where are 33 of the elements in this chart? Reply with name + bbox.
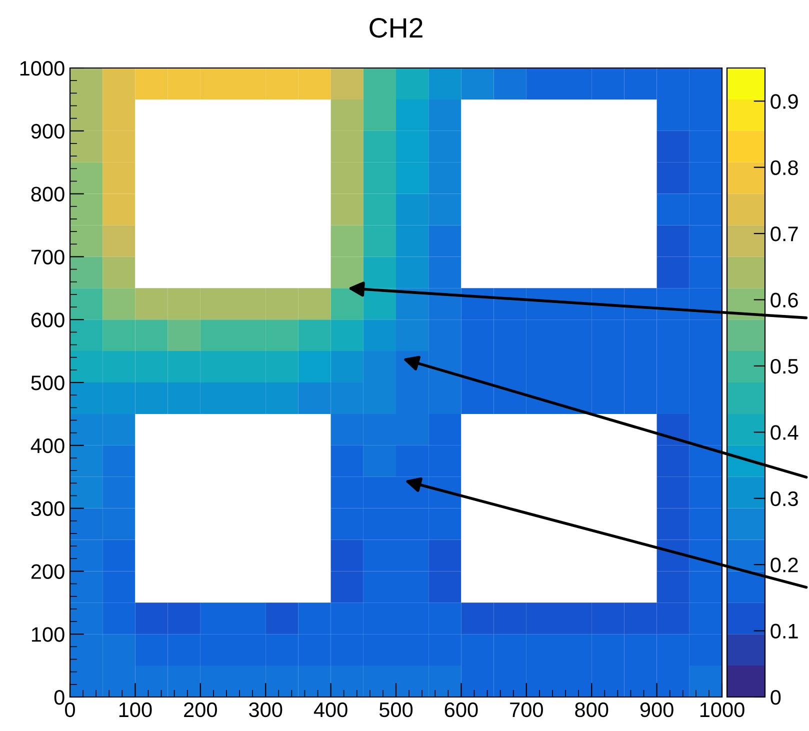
y-tick-label: 600 [31, 312, 64, 328]
color-bar-label: 0 [770, 690, 781, 705]
x-tick-label: 700 [510, 702, 543, 718]
chart-title: CH2 [370, 18, 422, 38]
y-tick-label: 400 [30, 438, 64, 454]
x-tick-label: 600 [444, 702, 478, 718]
x-tick-label: 1000 [700, 702, 744, 718]
y-tick-label: 800 [31, 186, 64, 202]
y-tick-label: 0 [54, 690, 64, 705]
y-tick-label: 1000 [20, 61, 64, 76]
y-tick-label: 200 [31, 564, 64, 579]
x-tick-label: 800 [575, 702, 608, 718]
y-tick-label: 500 [31, 376, 64, 390]
color-bar-label: 0.9 [770, 94, 798, 109]
x-tick-label: 900 [640, 702, 674, 718]
y-tick-label: 700 [31, 250, 64, 264]
color-bar-label: 0.7 [770, 226, 798, 242]
x-tick-label: 400 [314, 702, 348, 718]
color-bar-label: 0.5 [770, 358, 798, 374]
color-bar-label: 0.6 [770, 292, 798, 308]
x-tick-label: 100 [119, 702, 152, 718]
x-tick-label: 500 [379, 702, 413, 718]
color-bar-label: 0.1 [770, 624, 798, 639]
x-tick-label: 200 [184, 702, 217, 718]
color-bar-label: 0.3 [770, 491, 798, 506]
color-bar-label: 0.4 [770, 425, 798, 440]
y-tick-label: 300 [31, 501, 64, 516]
x-tick-label: 0 [65, 702, 75, 718]
y-tick-label: 100 [32, 627, 64, 642]
color-bar-label: 0.2 [770, 558, 798, 572]
color-bar-label: 0.8 [770, 160, 798, 176]
y-tick-label: 900 [31, 124, 64, 139]
x-tick-label: 300 [249, 702, 282, 718]
